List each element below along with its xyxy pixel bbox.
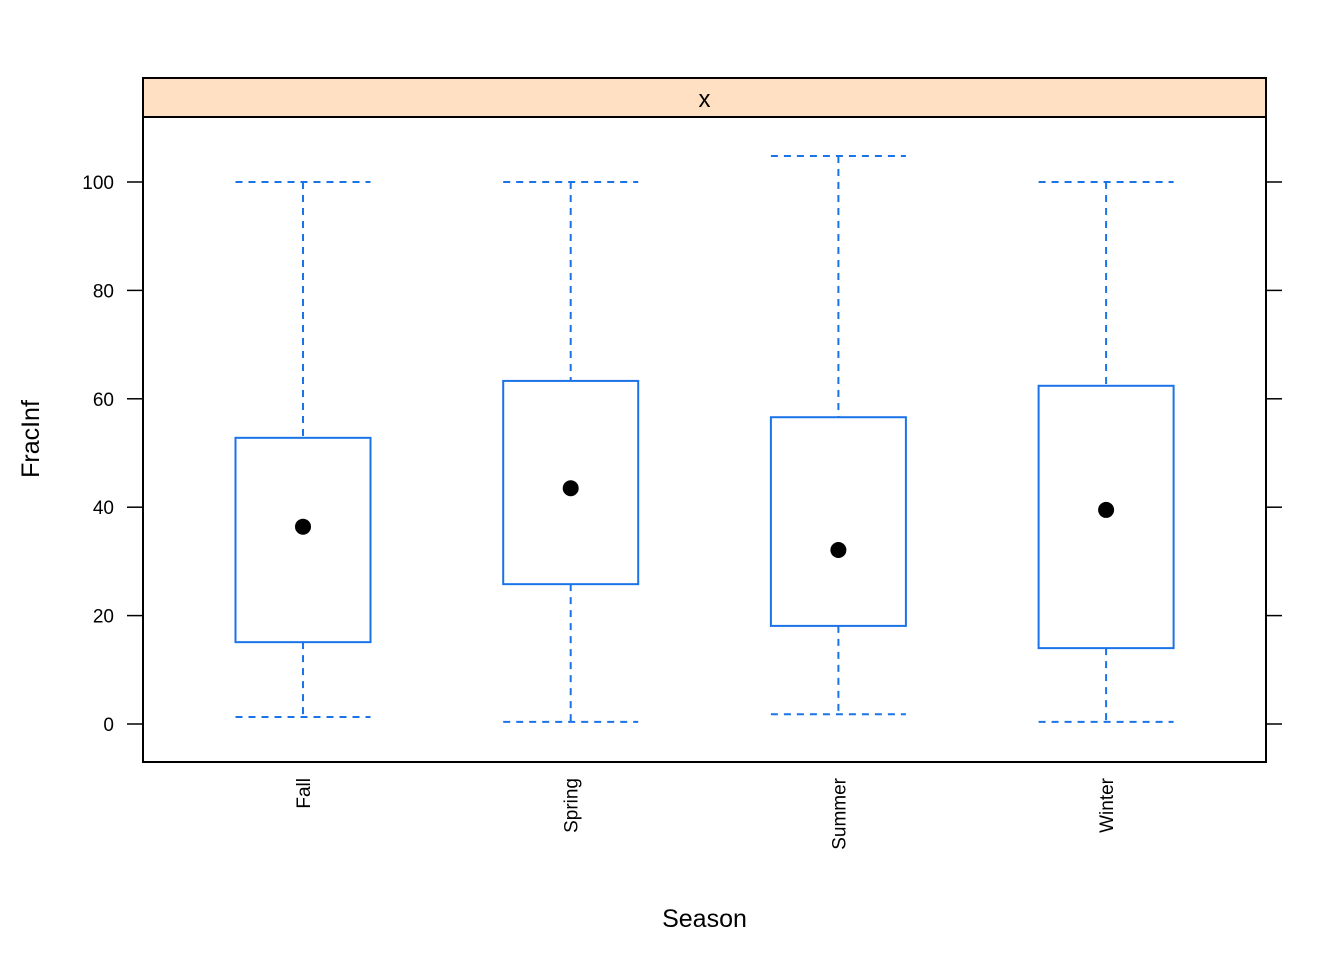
- box-iqr: [769, 416, 907, 627]
- y-tick-label: 60: [93, 390, 114, 411]
- median-dot: [295, 518, 311, 535]
- median-dot: [562, 480, 579, 497]
- y-tick-label: 80: [93, 281, 114, 302]
- box-iqr: [1037, 384, 1175, 650]
- y-tick-label: 40: [93, 498, 114, 519]
- x-axis-title: Season: [662, 905, 747, 933]
- strip-header: [142, 77, 1267, 118]
- y-tick-label: 0: [103, 715, 114, 736]
- y-tick-label: 20: [93, 607, 114, 628]
- x-tick-label: Fall: [294, 778, 315, 809]
- box-spring: [502, 181, 640, 723]
- box-iqr: [234, 436, 372, 644]
- box-iqr: [502, 379, 640, 586]
- x-axis: Fall Spring Summer Winter: [294, 777, 1118, 849]
- median-dot: [830, 542, 847, 559]
- box-winter: [1037, 181, 1175, 723]
- x-tick-label: Winter: [1097, 777, 1118, 833]
- box-fall: [234, 181, 372, 718]
- plot-panel: [142, 116, 1267, 763]
- box-summer: [769, 154, 907, 716]
- median-dot: [1098, 501, 1115, 518]
- y-axis-title: FracInf: [17, 400, 45, 478]
- x-tick-label: Spring: [562, 778, 583, 833]
- y-tick-label: 100: [82, 173, 114, 194]
- strip-label: x: [699, 86, 711, 113]
- x-tick-label: Summer: [829, 777, 850, 849]
- y-axis: 0 20 40 60 80 100: [82, 173, 1282, 736]
- boxes-group: [234, 154, 1175, 723]
